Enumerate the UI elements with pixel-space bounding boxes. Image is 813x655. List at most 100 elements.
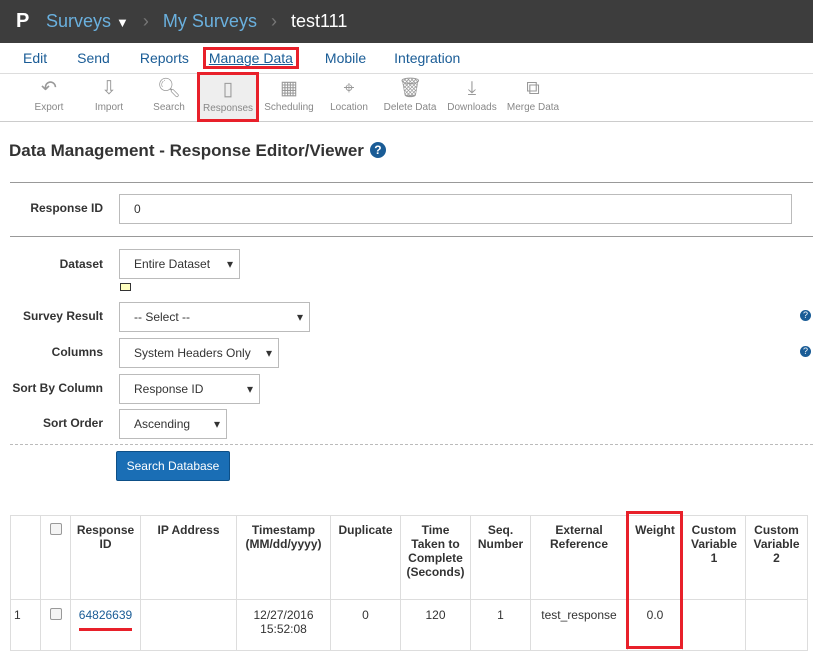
header-seq-number[interactable]: Seq. Number: [470, 515, 531, 600]
top-bar: P Surveys ▼ › My Surveys › test111: [0, 0, 813, 43]
header-custom-variable-2[interactable]: Custom Variable 2: [745, 515, 808, 600]
merge-icon: ⧉: [526, 78, 540, 99]
timestamp-cell: 12/27/2016 15:52:08: [236, 599, 331, 651]
table-header-row: Response ID IP Address Timestamp (MM/dd/…: [10, 515, 808, 600]
responses-icon: ▯: [222, 79, 234, 100]
index-header: [10, 515, 41, 600]
toolbar: ↶ Export ⇩ Import 🔍︎ Search ▯ Responses ▦ Sch…: [0, 72, 813, 122]
weight-cell: 0.0: [627, 599, 683, 651]
help-icon[interactable]: ?: [800, 310, 811, 321]
survey-result-select[interactable]: -- Select --: [119, 302, 310, 332]
row-index: 1: [10, 599, 41, 651]
select-all-header: [40, 515, 71, 600]
menu-send[interactable]: Send: [77, 50, 110, 66]
sort-order-value: Ascending: [134, 417, 191, 431]
import-icon: ⇩: [101, 78, 117, 99]
export-icon: ↶: [41, 78, 57, 99]
response-id-input[interactable]: 0: [119, 194, 792, 224]
dataset-select[interactable]: Entire Dataset: [119, 249, 240, 279]
cv1-cell: [682, 599, 746, 651]
header-custom-variable-1[interactable]: Custom Variable 1: [682, 515, 746, 600]
header-external-reference[interactable]: External Reference: [530, 515, 628, 600]
toolbar-label: Import: [94, 102, 124, 113]
toolbar-label: Export: [34, 102, 64, 113]
time-taken-cell: 120: [400, 599, 471, 651]
calendar-icon: ▦: [280, 78, 298, 99]
response-id-label: Response ID: [30, 201, 103, 215]
columns-value: System Headers Only: [134, 346, 251, 360]
sort-by-label: Sort By Column: [12, 381, 103, 395]
menu-mobile[interactable]: Mobile: [324, 50, 367, 66]
ip-cell: [140, 599, 237, 651]
toolbar-delete-data[interactable]: 🗑︎ Delete Data: [381, 76, 439, 113]
help-icon[interactable]: ?: [369, 142, 386, 158]
sort-by-select[interactable]: Response ID: [119, 374, 260, 404]
table-row: 1 64826639 12/27/2016 15:52:08 0 120 1 t…: [10, 599, 808, 651]
main-menu: Edit Send Reports Manage Data Mobile Int…: [0, 43, 813, 74]
survey-result-value: -- Select --: [134, 310, 191, 324]
divider: [10, 236, 813, 237]
toolbar-downloads[interactable]: ⤓ Downloads: [443, 76, 501, 113]
select-all-checkbox[interactable]: [49, 523, 62, 535]
columns-select[interactable]: System Headers Only: [119, 338, 279, 368]
toolbar-label: Responses: [202, 103, 254, 114]
location-pin-icon: ⌖: [343, 78, 355, 99]
row-checkbox[interactable]: [49, 608, 62, 620]
toolbar-label: Downloads: [447, 102, 497, 113]
menu-edit[interactable]: Edit: [23, 50, 48, 66]
toolbar-responses[interactable]: ▯ Responses: [197, 72, 259, 122]
chevron-right-icon: ›: [142, 11, 149, 31]
toolbar-label: Delete Data: [383, 102, 437, 113]
header-weight[interactable]: Weight: [627, 515, 683, 600]
weight-column-highlight: [626, 511, 683, 649]
row-select-cell: [40, 599, 71, 651]
responses-table: Response ID IP Address Timestamp (MM/dd/…: [10, 515, 808, 651]
menu-integration[interactable]: Integration: [394, 50, 461, 66]
folder-icon[interactable]: [120, 283, 131, 291]
header-ip-address[interactable]: IP Address: [140, 515, 237, 600]
help-icon[interactable]: ?: [800, 346, 811, 357]
toolbar-label: Merge Data: [506, 102, 560, 113]
external-ref-cell: test_response: [530, 599, 628, 651]
divider: [10, 182, 813, 183]
breadcrumb-surveys[interactable]: Surveys ▼: [46, 11, 129, 32]
menu-manage-data[interactable]: Manage Data: [202, 47, 299, 69]
toolbar-location[interactable]: ⌖ Location: [320, 76, 378, 113]
divider: [10, 444, 813, 445]
search-database-button[interactable]: Search Database: [116, 451, 230, 481]
caret-down-icon: ▼: [116, 15, 129, 30]
header-duplicate[interactable]: Duplicate: [330, 515, 401, 600]
toolbar-label: Location: [330, 102, 368, 113]
surveys-label: Surveys: [46, 11, 112, 31]
toolbar-label: Scheduling: [264, 102, 314, 113]
page-title: Data Management - Response Editor/Viewer…: [9, 141, 386, 161]
search-icon: 🔍︎: [156, 78, 182, 99]
toolbar-import[interactable]: ⇩ Import: [80, 76, 138, 113]
delete-icon: 🗑︎: [397, 78, 423, 99]
toolbar-label: Search: [153, 102, 185, 113]
page-title-text: Data Management - Response Editor/Viewer: [9, 141, 364, 160]
dataset-value: Entire Dataset: [134, 257, 211, 271]
toolbar-scheduling[interactable]: ▦ Scheduling: [260, 76, 318, 113]
seq-cell: 1: [470, 599, 531, 651]
response-id-link[interactable]: 64826639: [78, 608, 133, 631]
survey-result-label: Survey Result: [22, 309, 103, 323]
sort-order-label: Sort Order: [42, 416, 103, 430]
toolbar-export[interactable]: ↶ Export: [20, 76, 78, 113]
breadcrumb-my-surveys[interactable]: My Surveys: [162, 11, 257, 31]
header-timestamp[interactable]: Timestamp (MM/dd/yyyy): [236, 515, 331, 600]
breadcrumb-current: test111: [290, 11, 348, 31]
sort-order-select[interactable]: Ascending: [119, 409, 227, 439]
cv2-cell: [745, 599, 808, 651]
toolbar-merge-data[interactable]: ⧉ Merge Data: [504, 76, 562, 113]
header-time-taken[interactable]: Time Taken to Complete (Seconds): [400, 515, 471, 600]
menu-reports[interactable]: Reports: [139, 50, 189, 66]
duplicate-cell: 0: [330, 599, 401, 651]
logo-icon[interactable]: P: [16, 10, 30, 32]
download-icon: ⤓: [467, 78, 477, 99]
toolbar-search[interactable]: 🔍︎ Search: [140, 76, 198, 113]
dataset-label: Dataset: [59, 257, 103, 271]
chevron-right-icon: ›: [270, 11, 277, 31]
header-response-id[interactable]: Response ID: [70, 515, 141, 600]
columns-label: Columns: [51, 345, 103, 359]
